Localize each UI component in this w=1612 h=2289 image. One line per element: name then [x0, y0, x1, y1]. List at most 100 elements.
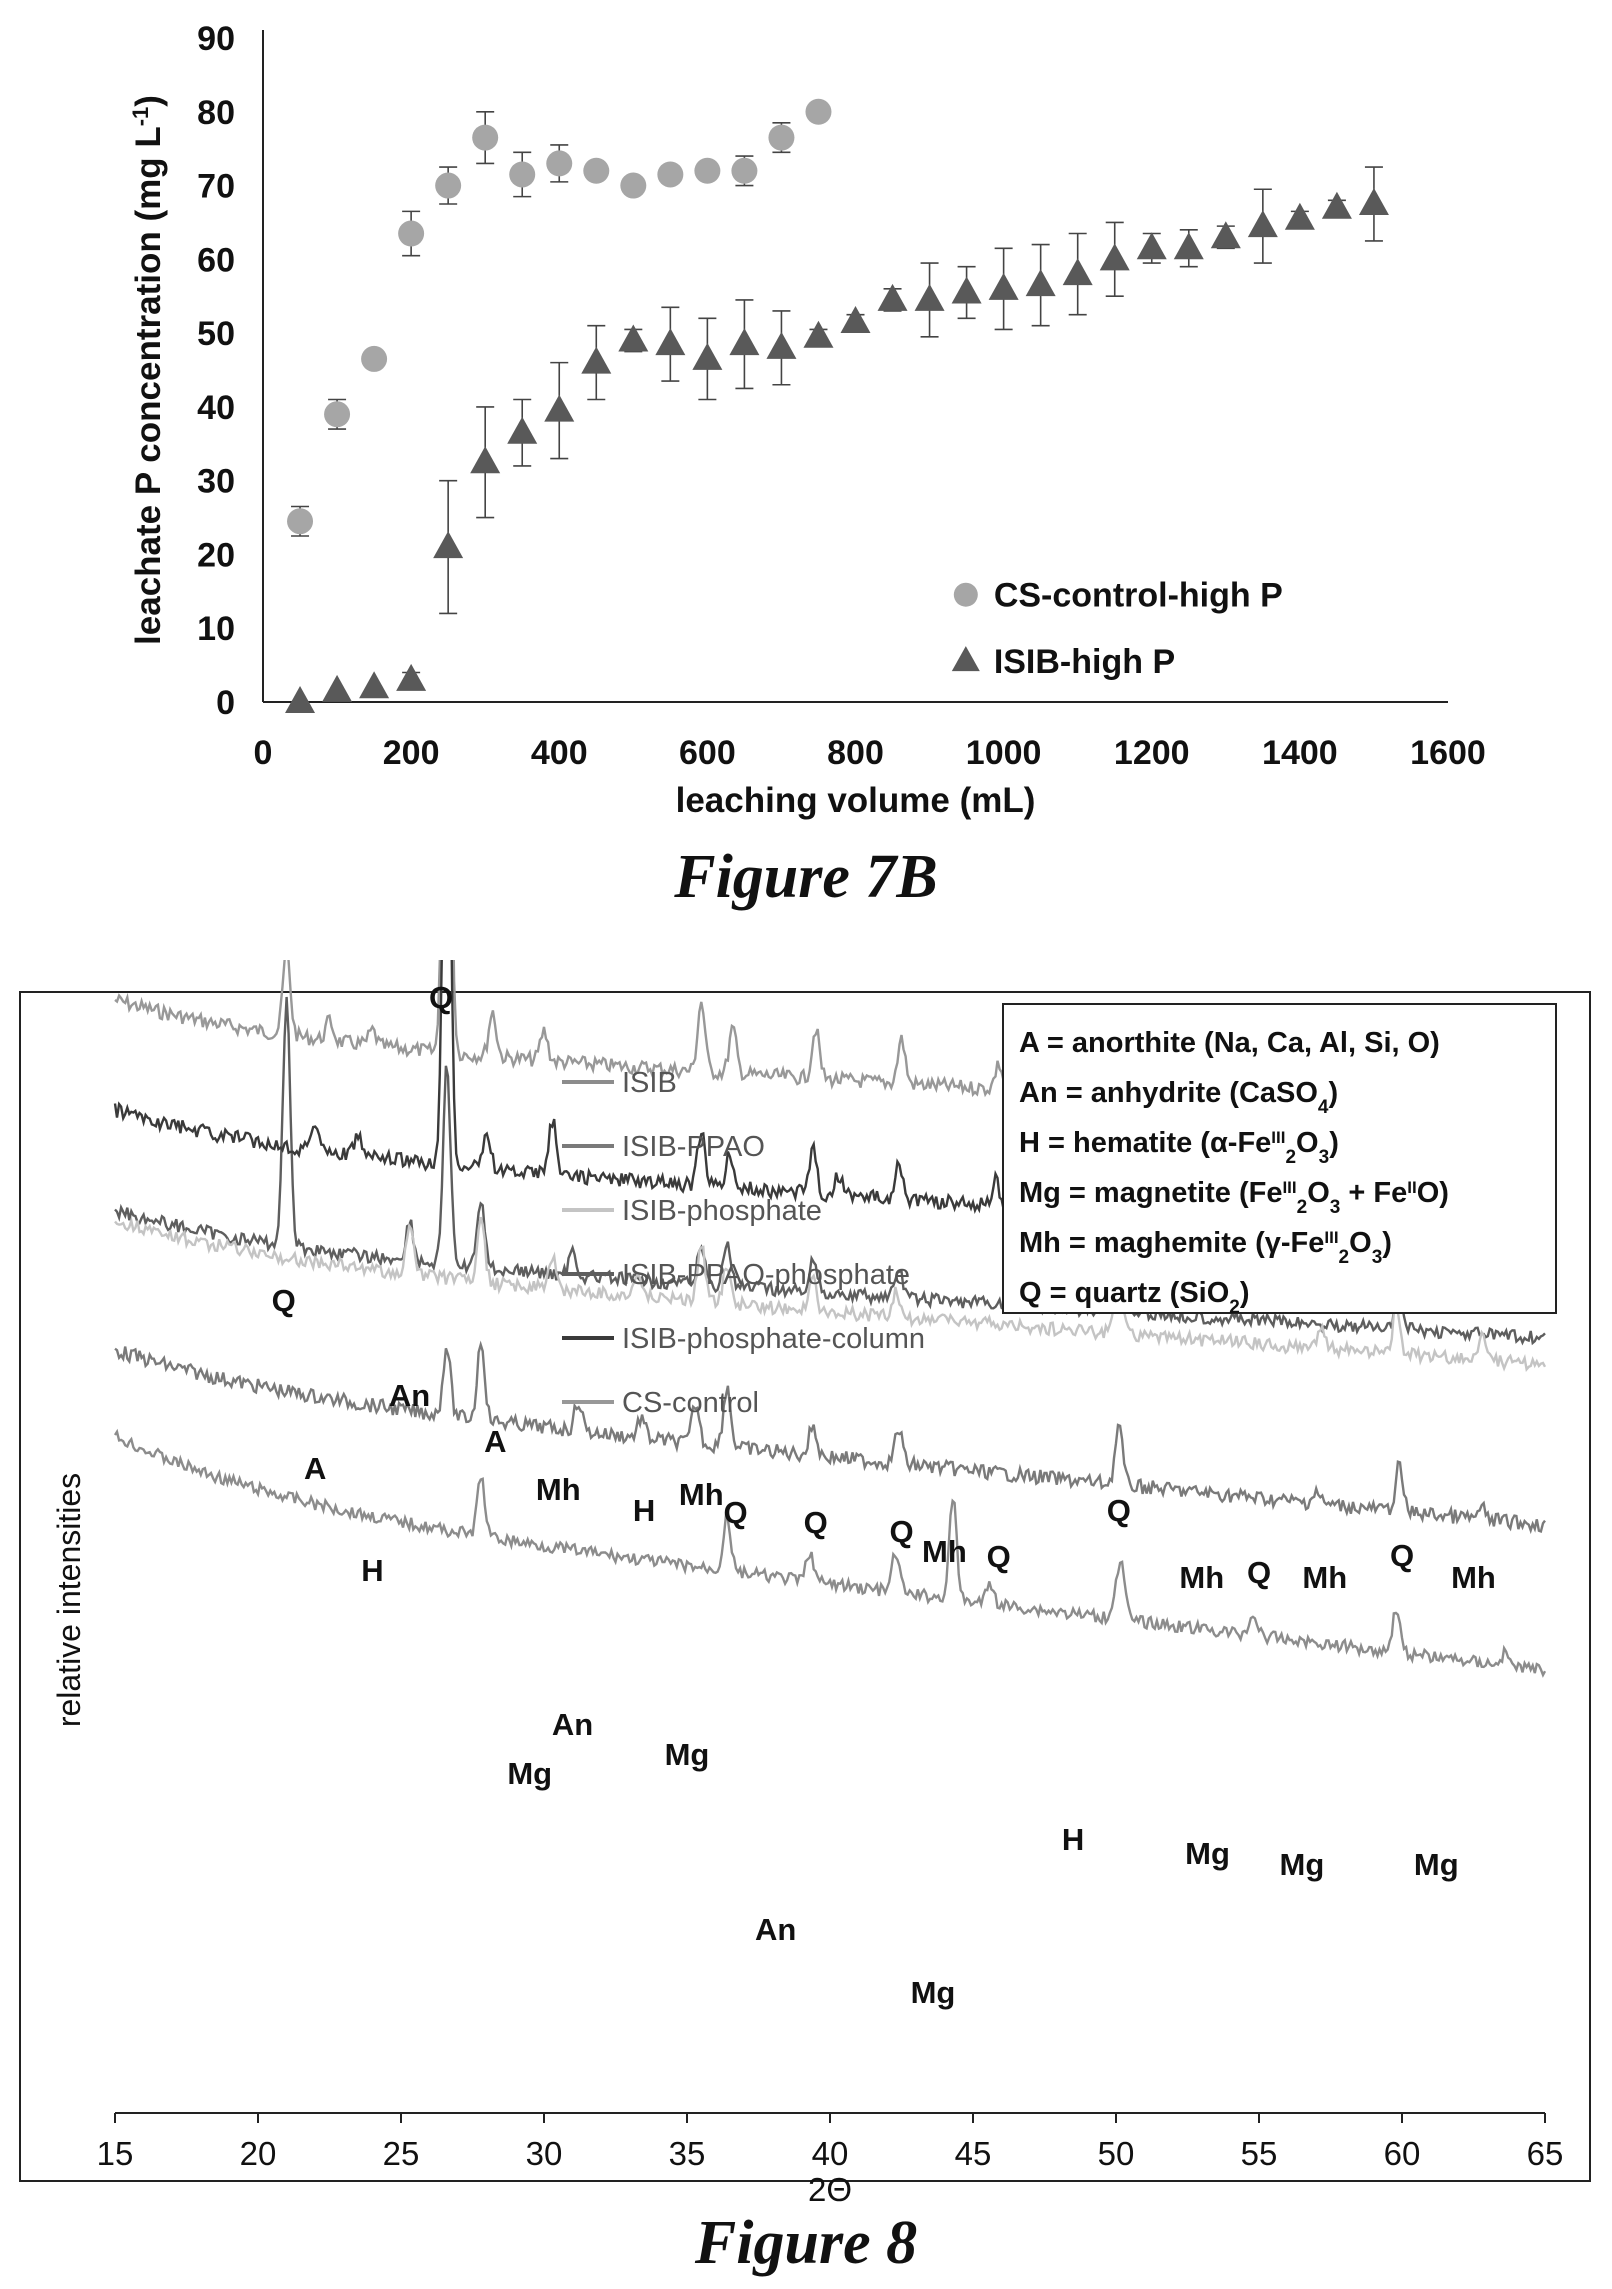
peak-label: Q — [429, 980, 453, 1015]
phase-key-line: H = hematite (α-FeIII2O3) — [1019, 1127, 1339, 1168]
peak-label: An — [552, 1707, 593, 1742]
data-point-circle — [546, 150, 573, 177]
xrd-pattern-line — [114, 1215, 1547, 1373]
data-point-circle — [472, 124, 499, 151]
figure-7b-chart: 0 10 20 30 40 50 60 70 80 90 0 200 400 600 800 1000 1200… — [128, 20, 1486, 820]
phase-key-box — [1002, 1003, 1557, 1314]
x-tick-label: 1200 — [1114, 734, 1190, 772]
peak-label: Mh — [536, 1472, 581, 1507]
data-point-triangle — [396, 663, 427, 691]
x-axis-label: 2Θ — [808, 2171, 852, 2208]
y-axis-label: leachate P concentration (mg L-1) — [128, 95, 169, 645]
legend-marker-circle — [953, 582, 978, 607]
x-tick-label: 35 — [669, 2135, 706, 2172]
data-point-triangle — [840, 306, 871, 334]
phase-key-line: A = anorthite (Na, Ca, Al, Si, O) — [1019, 1027, 1440, 1059]
y-tick-label: 60 — [197, 241, 235, 279]
data-point-triangle — [507, 416, 538, 444]
data-point-triangle — [470, 446, 501, 474]
peak-label: Q — [1390, 1538, 1414, 1573]
peak-label: Q — [889, 1514, 913, 1549]
data-point-circle — [435, 172, 462, 199]
peak-label: An — [755, 1912, 796, 1947]
figure-8-caption: Figure 8 — [694, 2209, 918, 2277]
y-tick-label: 0 — [216, 684, 235, 722]
legend-label: ISIB — [622, 1067, 677, 1099]
phase-key-line: Mg = magnetite (FeIII2O3 + FeIIO) — [1019, 1177, 1449, 1218]
data-point-circle — [509, 161, 536, 188]
data-point-triangle — [1099, 243, 1130, 271]
data-point-circle — [620, 172, 647, 199]
x-tick-label: 45 — [955, 2135, 992, 2172]
peak-label: Q — [804, 1505, 828, 1540]
data-point-circle — [583, 157, 610, 184]
peak-label: Q — [1247, 1555, 1271, 1590]
data-point-triangle — [544, 394, 575, 422]
peak-label: A — [484, 1424, 506, 1459]
x-tick-label: 1400 — [1262, 734, 1338, 772]
figure-8-frame — [19, 991, 1591, 2182]
data-point-circle — [361, 345, 388, 372]
x-tick-label: 20 — [240, 2135, 277, 2172]
data-point-triangle — [803, 320, 834, 348]
data-point-circle — [398, 220, 425, 247]
legend-label: ISIB-phosphate-column — [622, 1323, 925, 1355]
x-tick-label: 400 — [531, 734, 588, 772]
data-point-triangle — [433, 531, 464, 559]
peak-label: Mh — [1302, 1560, 1347, 1595]
x-tick-label: 55 — [1241, 2135, 1278, 2172]
y-axis-label: relative intensities — [51, 1473, 87, 1727]
x-tick-label: 1000 — [966, 734, 1042, 772]
data-point-triangle — [729, 328, 760, 356]
legend-label: CS-control — [622, 1387, 759, 1419]
data-point-circle — [731, 157, 758, 184]
y-tick-label: 70 — [197, 168, 235, 206]
x-tick-label: 200 — [383, 734, 440, 772]
xrd-pattern-line — [113, 1428, 1547, 1678]
peak-label: Mh — [679, 1477, 724, 1512]
data-point-circle — [805, 98, 832, 125]
peak-label: H — [633, 1493, 655, 1528]
data-point-triangle — [692, 342, 723, 370]
xrd-pattern-line — [114, 1340, 1546, 1535]
data-point-triangle — [1247, 210, 1278, 238]
y-tick-label: 40 — [197, 389, 235, 427]
data-point-triangle — [581, 346, 612, 374]
y-tick-label: 90 — [197, 20, 235, 58]
data-point-circle — [287, 508, 314, 535]
legend-label: ISIB-PPAO — [622, 1131, 765, 1163]
data-point-triangle — [655, 328, 686, 356]
peak-label: A — [304, 1451, 326, 1486]
peak-label: Mg — [665, 1737, 710, 1772]
data-point-triangle — [988, 272, 1019, 300]
data-point-triangle — [766, 331, 797, 359]
y-tick-label: 10 — [197, 610, 235, 648]
phase-key-line: Q = quartz (SiO2) — [1019, 1277, 1250, 1318]
x-tick-label: 0 — [254, 734, 273, 772]
data-point-triangle — [1136, 232, 1167, 260]
data-point-triangle — [1025, 269, 1056, 297]
data-point-triangle — [1321, 191, 1352, 219]
x-tick-label: 15 — [97, 2135, 134, 2172]
figure-8-chart: 15 20 25 30 35 40 45 50 55 60 65 2Θ relative intensi… — [19, 960, 1591, 2208]
legend-label: ISIB-phosphate — [622, 1195, 822, 1227]
peak-label: Mh — [922, 1534, 967, 1569]
peak-label: Mg — [911, 1975, 956, 2010]
x-tick-label: 30 — [526, 2135, 563, 2172]
peak-label: Q — [1107, 1493, 1131, 1528]
data-point-triangle — [359, 671, 390, 699]
phase-key-line: Mh = maghemite (γ-FeIII2O3) — [1019, 1227, 1392, 1268]
y-tick-label: 80 — [197, 94, 235, 132]
peak-label: Mg — [1280, 1847, 1325, 1882]
y-tick-label: 30 — [197, 463, 235, 501]
legend-marker-triangle — [951, 646, 980, 672]
legend-label: ISIB-high P — [994, 643, 1175, 681]
peak-label: An — [389, 1378, 430, 1413]
peak-label: Mh — [1179, 1560, 1224, 1595]
legend-label: ISIB-PPAO-phosphate — [622, 1259, 910, 1291]
data-point-triangle — [285, 686, 316, 713]
x-tick-label: 65 — [1527, 2135, 1564, 2172]
data-point-triangle — [951, 276, 982, 304]
peak-label: Q — [724, 1495, 748, 1530]
peak-label: Mg — [507, 1756, 552, 1791]
